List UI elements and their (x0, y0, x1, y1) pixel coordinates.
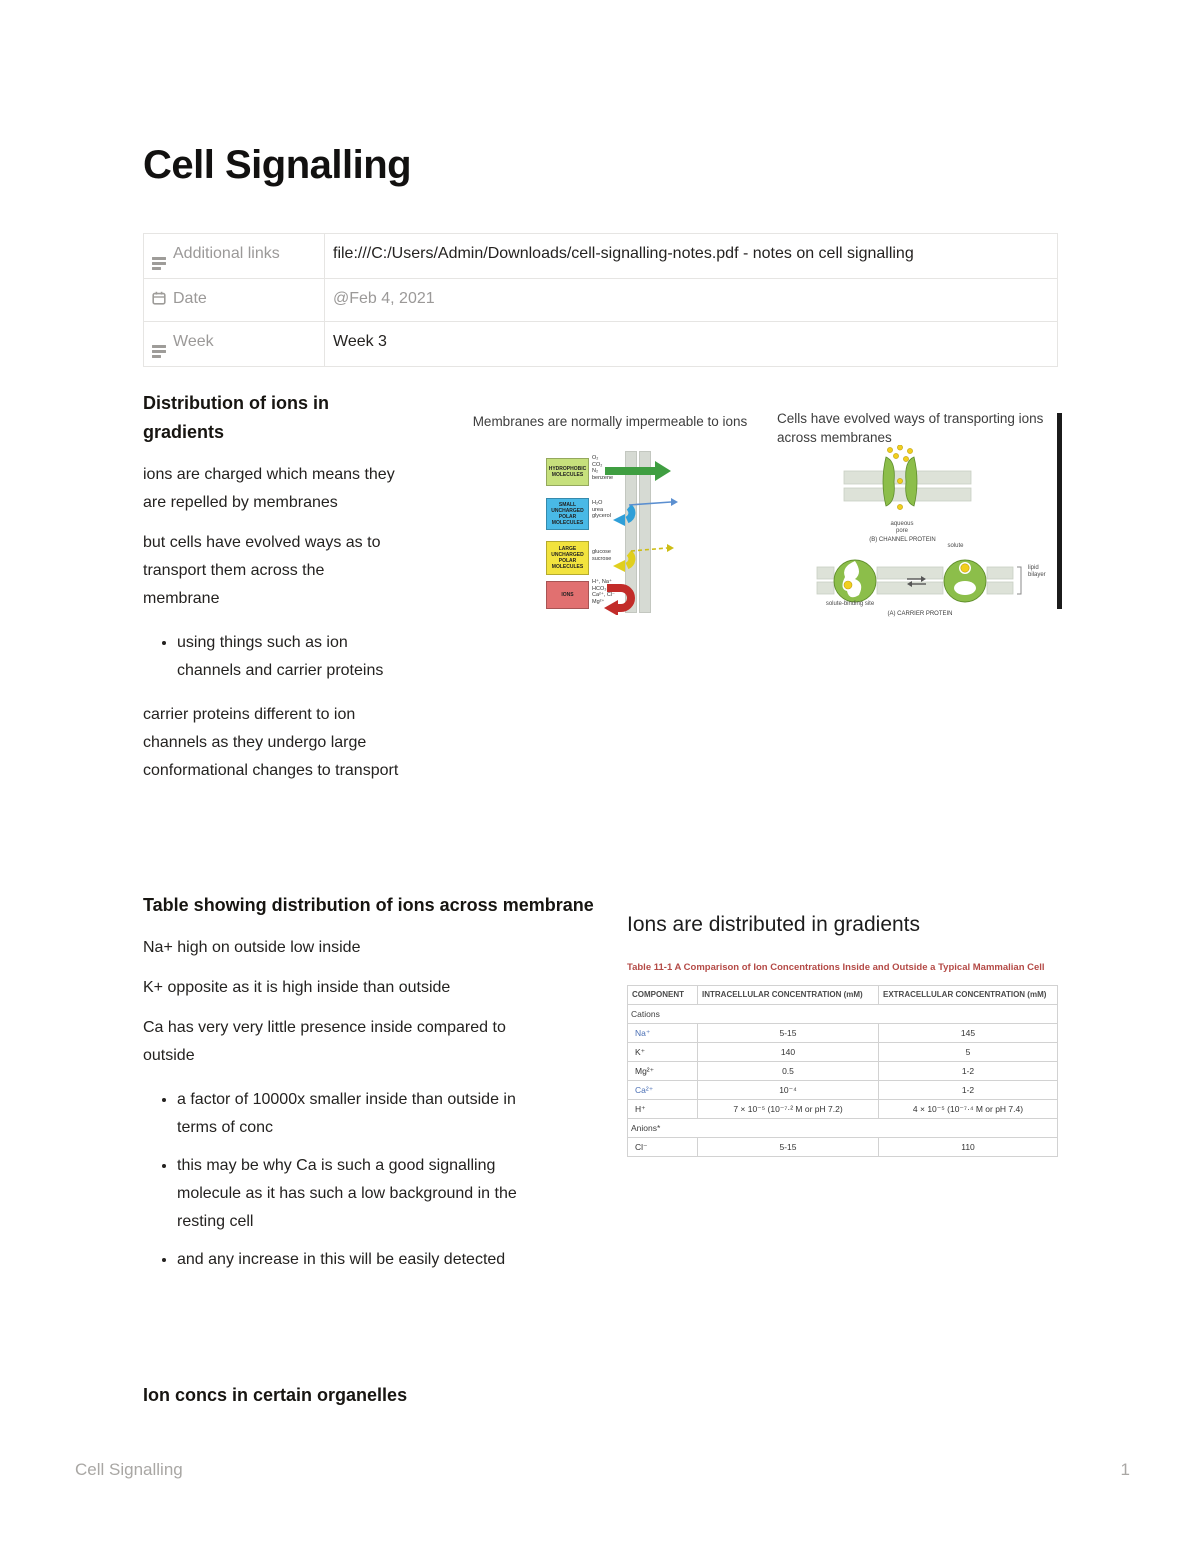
slide-edge-bar (1057, 413, 1062, 609)
blue-arrow-icon (613, 498, 678, 526)
section-distribution-of-ions: Distribution of ions in gradients ions a… (143, 389, 401, 797)
paragraph: ions are charged which means they are re… (143, 466, 395, 511)
bullet-list: a factor of 10000x smaller inside than o… (143, 1086, 605, 1274)
bullet-item: using things such as ion channels and ca… (177, 629, 401, 685)
lipid-bilayer-label: lipid bilayer (1028, 565, 1046, 578)
solute-dot (843, 580, 853, 590)
solute-dot (960, 563, 970, 573)
channel-protein-diagram (843, 445, 972, 510)
ion-concentration-table: COMPONENT INTRACELLULAR CONCENTRATION (m… (627, 985, 1058, 1157)
small-uncharged-polar-box: SMALL UNCHARGED POLAR MOLECULES (546, 498, 589, 530)
solute-label: solute (947, 543, 964, 549)
table-row: Mg²⁺ 0.5 1-2 (627, 1061, 1058, 1081)
solute-binding-site-label: solute-binding site (825, 601, 875, 607)
property-value-additional-links: file:///C:/Users/Admin/Downloads/cell-si… (324, 233, 1058, 279)
right-slide-title: Cells have evolved ways of transporting … (777, 411, 1044, 445)
equilibrium-arrow-icon (907, 576, 926, 587)
column-header: EXTRACELLULAR CONCENTRATION (mM) (878, 985, 1058, 1005)
hydrophobic-items: O₂ CO₂ N₂ benzene (592, 455, 614, 481)
bullet-item: this may be why Ca is such a good signal… (177, 1152, 533, 1236)
red-uturn-arrow-icon (604, 584, 635, 615)
property-label-text: Date (173, 290, 207, 307)
property-label-text: Additional links (173, 245, 280, 262)
table-section-row: Anions* (627, 1118, 1058, 1138)
large-uncharged-polar-box: LARGE UNCHARGED POLAR MOLECULES (546, 541, 589, 575)
permeability-arrows (604, 461, 678, 615)
section-ion-concs-organelles: Ion concs in certain organelles (143, 1381, 407, 1410)
property-label-week: Week (143, 321, 325, 367)
footer-page-number: 1 (1120, 1460, 1130, 1479)
membrane-bar (639, 451, 651, 613)
properties-table: Additional links file:///C:/Users/Admin/… (143, 233, 1058, 367)
table-row: Cl⁻ 5-15 110 (627, 1137, 1058, 1157)
section-heading: Ion concs in certain organelles (143, 1385, 408, 1405)
carrier-protein-caption: (A) CARRIER PROTEIN (887, 611, 953, 617)
table-row: Ca²⁺ 10⁻⁴ 1-2 (627, 1080, 1058, 1100)
property-label-date: Date (143, 278, 325, 322)
yellow-arrow-icon (613, 544, 674, 572)
calendar-icon (152, 288, 166, 314)
paragraph: but cells have evolved ways as to transp… (143, 534, 381, 607)
footer-document-title: Cell Signalling (75, 1460, 183, 1479)
paragraph: Na+ high on outside low inside (143, 939, 361, 956)
bullet-list: using things such as ion channels and ca… (143, 629, 401, 685)
section-heading: Table showing distribution of ions acros… (143, 895, 594, 915)
small-polar-items: H₂O urea glycerol (592, 500, 611, 519)
property-value-date: @Feb 4, 2021 (324, 278, 1058, 322)
property-row-week: Week Week 3 (143, 321, 1058, 367)
bullet-item: a factor of 10000x smaller inside than o… (177, 1086, 533, 1142)
paragraph: carrier proteins different to ion channe… (143, 706, 399, 779)
page-title: Cell Signalling (143, 143, 412, 187)
green-arrow-icon (605, 461, 671, 481)
channel-protein-caption: (B) CHANNEL PROTEIN (869, 537, 936, 543)
text-lines-icon (152, 256, 166, 271)
membrane-permeability-figure: Membranes are normally impermeable to io… (455, 403, 1070, 618)
property-label-additional-links: Additional links (143, 233, 325, 279)
property-value-week: Week 3 (324, 321, 1058, 367)
text-lines-icon (152, 344, 166, 359)
property-row-additional-links: Additional links file:///C:/Users/Admin/… (143, 233, 1058, 279)
week-value: Week 3 (333, 333, 387, 350)
ions-box: IONS (546, 581, 589, 609)
table-row: H⁺ 7 × 10⁻⁵ (10⁻⁷·² M or pH 7.2) 4 × 10⁻… (627, 1099, 1058, 1119)
file-link[interactable]: file:///C:/Users/Admin/Downloads/cell-si… (333, 245, 914, 262)
section-heading: Distribution of ions in gradients (143, 393, 329, 442)
bilayer-bracket (1017, 566, 1022, 595)
table-caption: Table 11-1 A Comparison of Ion Concentra… (627, 962, 1045, 973)
large-polar-items: glucose sucrose (592, 549, 612, 562)
slide-title: Ions are distributed in gradients (627, 913, 921, 936)
table-row: K⁺ 140 5 (627, 1042, 1058, 1062)
column-header: COMPONENT (627, 985, 698, 1005)
column-header: INTRACELLULAR CONCENTRATION (mM) (697, 985, 879, 1005)
membrane-bar (625, 451, 637, 613)
table-section-row: Cations (627, 1004, 1058, 1024)
bullet-item: and any increase in this will be easily … (177, 1246, 533, 1274)
property-row-date: Date @Feb 4, 2021 (143, 278, 1058, 322)
table-row: Na⁺ 5-15 145 (627, 1023, 1058, 1043)
table-header-row: COMPONENT INTRACELLULAR CONCENTRATION (m… (627, 985, 1058, 1005)
section-table-distribution: Table showing distribution of ions acros… (143, 891, 605, 1290)
paragraph: Ca has very very little presence inside … (143, 1019, 506, 1064)
left-slide-title: Membranes are normally impermeable to io… (472, 414, 748, 429)
carrier-protein-diagram (816, 559, 1022, 603)
hydrophobic-molecules-box: HYDROPHOBIC MOLECULES (546, 458, 589, 486)
paragraph: K+ opposite as it is high inside than ou… (143, 979, 451, 996)
property-label-text: Week (173, 333, 214, 350)
aqueous-pore-label: aqueous pore (890, 521, 914, 534)
ion-dots (887, 445, 913, 510)
date-value: @Feb 4, 2021 (333, 290, 435, 307)
ion-gradient-slide: Ions are distributed in gradients Table … (625, 905, 1070, 1167)
